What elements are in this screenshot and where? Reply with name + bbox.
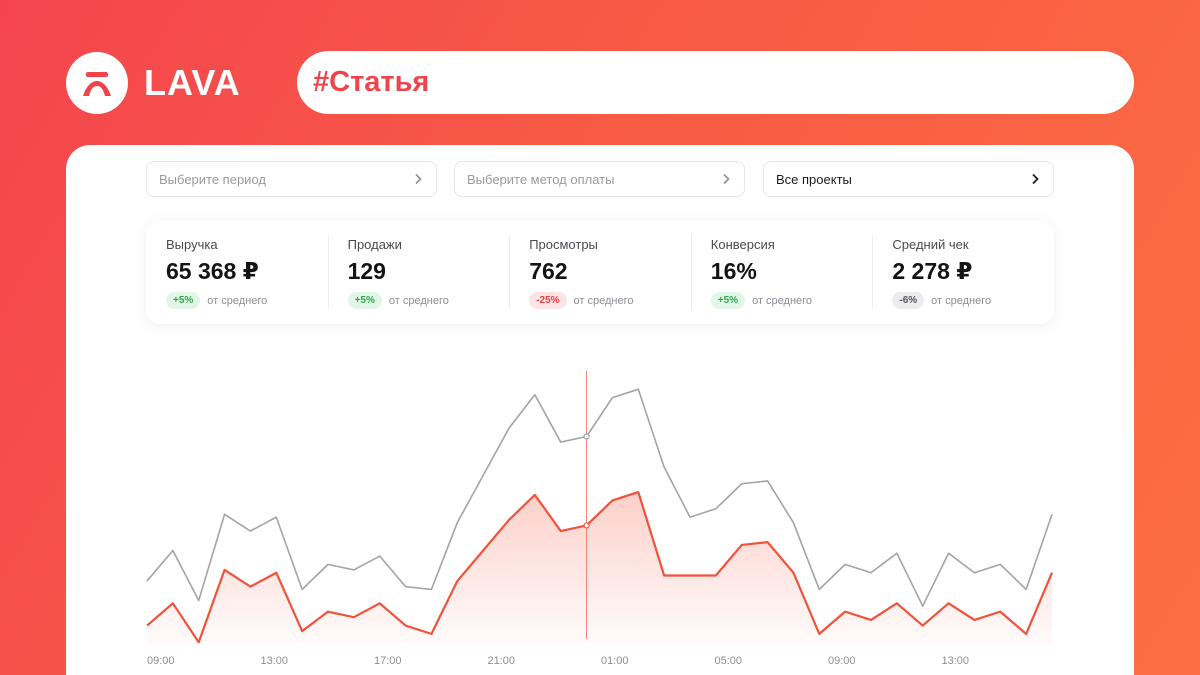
lava-logo-icon [66,52,128,114]
stat-value: 762 [529,258,568,284]
projects-select[interactable]: Все проекты [763,161,1054,197]
change-badge: +5% [710,292,746,309]
change-badge: -25% [529,292,567,309]
hover-point-2 [583,522,590,529]
change-note: от среднего [931,294,992,307]
x-tick-label: 09:00 [147,655,175,667]
change-note: от среднего [752,294,813,307]
x-tick-label: 09:00 [828,655,856,667]
chevron-right-icon [1031,173,1039,185]
stat-label: Продажи [347,237,402,252]
change-badge: +5% [166,292,201,309]
x-tick-label: 01:00 [601,655,629,667]
x-tick-label: 13:00 [942,655,970,667]
payment-method-select[interactable]: Выберите метод оплаты [454,161,745,197]
stat-value: 2 278 ₽ [892,258,973,284]
hover-point-1 [583,433,590,440]
x-tick-label: 21:00 [488,655,516,667]
series-area [147,492,1052,645]
stat-average-check: Средний чек 2 278 ₽ -6% от среднего [872,220,1054,324]
chevron-right-icon [722,173,730,185]
payment-method-select-label: Выберите метод оплаты [467,171,615,187]
series-line-1 [146,388,1053,607]
brand-logo[interactable]: LAVA [66,52,241,114]
chevron-right-icon [414,173,422,185]
stat-label: Конверсия [710,237,775,252]
stats-panel: Выручка 65 368 ₽ +5% от среднего Продажи… [146,220,1054,324]
stat-sales: Продажи 129 +5% от среднего [327,220,510,324]
stat-conversion: Конверсия 16% +5% от среднего [690,220,873,324]
period-select[interactable]: Выберите период [146,161,437,197]
change-note: от среднего [207,294,268,307]
projects-select-label: Все проекты [776,171,852,187]
change-note: от среднего [573,294,634,307]
stat-value: 16% [710,258,757,284]
change-badge: -6% [892,292,925,309]
stat-value: 129 [347,258,386,284]
article-tag: #Статья [297,51,1134,114]
stat-views: Просмотры 762 -25% от среднего [509,220,691,324]
x-tick-label: 05:00 [715,655,743,667]
activity-line-chart[interactable]: 09:00 13:00 17:00 21:00 01:00 05:00 09:00 13:00 [66,145,1134,675]
x-tick-label: 13:00 [261,655,289,667]
change-badge: +5% [347,292,382,309]
stat-label: Средний чек [892,237,969,252]
stat-label: Просмотры [529,237,598,252]
stat-value: 65 368 ₽ [166,258,259,284]
brand-name: LAVA [144,62,241,103]
stat-revenue: Выручка 65 368 ₽ +5% от среднего [146,220,328,324]
series-line-2 [146,491,1054,644]
change-note: от среднего [388,294,449,307]
stat-label: Выручка [166,237,218,252]
x-tick-label: 17:00 [374,655,402,667]
period-select-label: Выберите период [159,171,266,187]
article-tag-label: #Статья [313,66,430,98]
dashboard-card: Выберите период Выберите метод оплаты Вс… [66,145,1134,675]
